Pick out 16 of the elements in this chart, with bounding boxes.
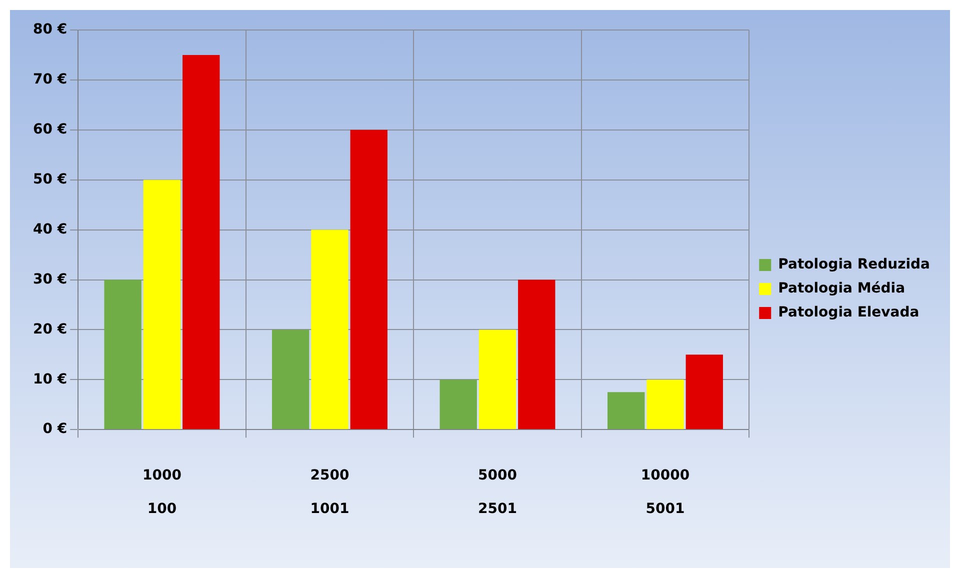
y-tick-label: 30 € (32, 271, 68, 288)
category-label: 2500 1001 (310, 468, 350, 518)
y-tick-label: 60 € (32, 122, 68, 138)
category-label: 1000 100 (142, 468, 182, 518)
y-tick-label: 80 € (32, 22, 68, 38)
y-tick-label: 20 € (32, 321, 68, 338)
category-label: 5000 2501 (478, 468, 517, 518)
y-tick-label: 70 € (32, 72, 68, 88)
y-tick-label: 40 € (32, 221, 68, 238)
y-tick-label: 50 € (32, 171, 68, 188)
y-tick-label: 10 € (32, 371, 68, 388)
y-tick-label: 0 € (42, 421, 68, 438)
legend-label: Patologia Reduzida (778, 256, 930, 273)
legend-label: Patologia Elevada (778, 304, 920, 321)
legend-label: Patologia Média (778, 280, 906, 297)
category-label: 10000 5001 (640, 468, 690, 518)
